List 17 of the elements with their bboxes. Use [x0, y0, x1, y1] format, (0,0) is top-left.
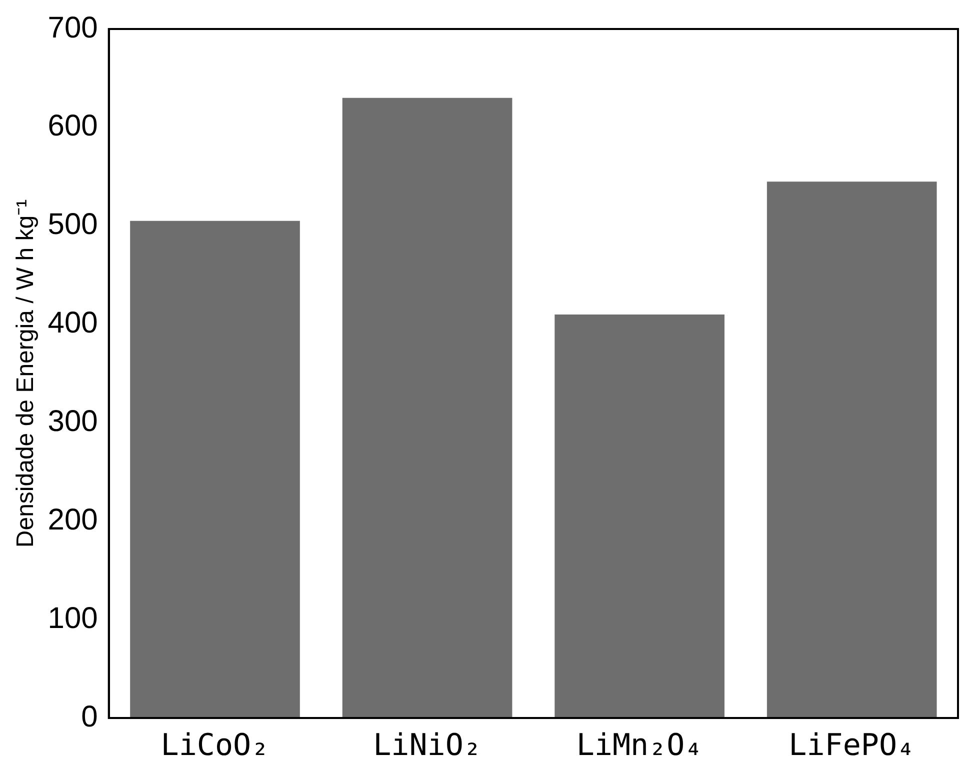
x-tick-label: LiFePO₄ — [788, 728, 916, 763]
bar — [766, 182, 937, 718]
y-tick-label: 100 — [48, 602, 98, 635]
y-tick-label: 500 — [48, 208, 98, 242]
y-tick-label: 0 — [81, 700, 98, 734]
y-tick-label: 600 — [48, 110, 98, 143]
y-axis-title: Densidade de Energia / W h kg⁻¹ — [12, 199, 40, 548]
y-tick-label: 300 — [48, 404, 98, 438]
x-tick-label: LiNiO₂ — [373, 728, 482, 763]
bar — [342, 98, 512, 718]
y-tick-label: 400 — [48, 306, 98, 340]
y-tick-label: 200 — [48, 503, 98, 536]
x-tick-label: LiMn₂O₄ — [576, 728, 703, 763]
y-tick-label: 700 — [48, 11, 98, 44]
x-tick-label: LiCoO₂ — [160, 728, 270, 763]
bar — [130, 220, 300, 718]
bar — [554, 314, 724, 718]
